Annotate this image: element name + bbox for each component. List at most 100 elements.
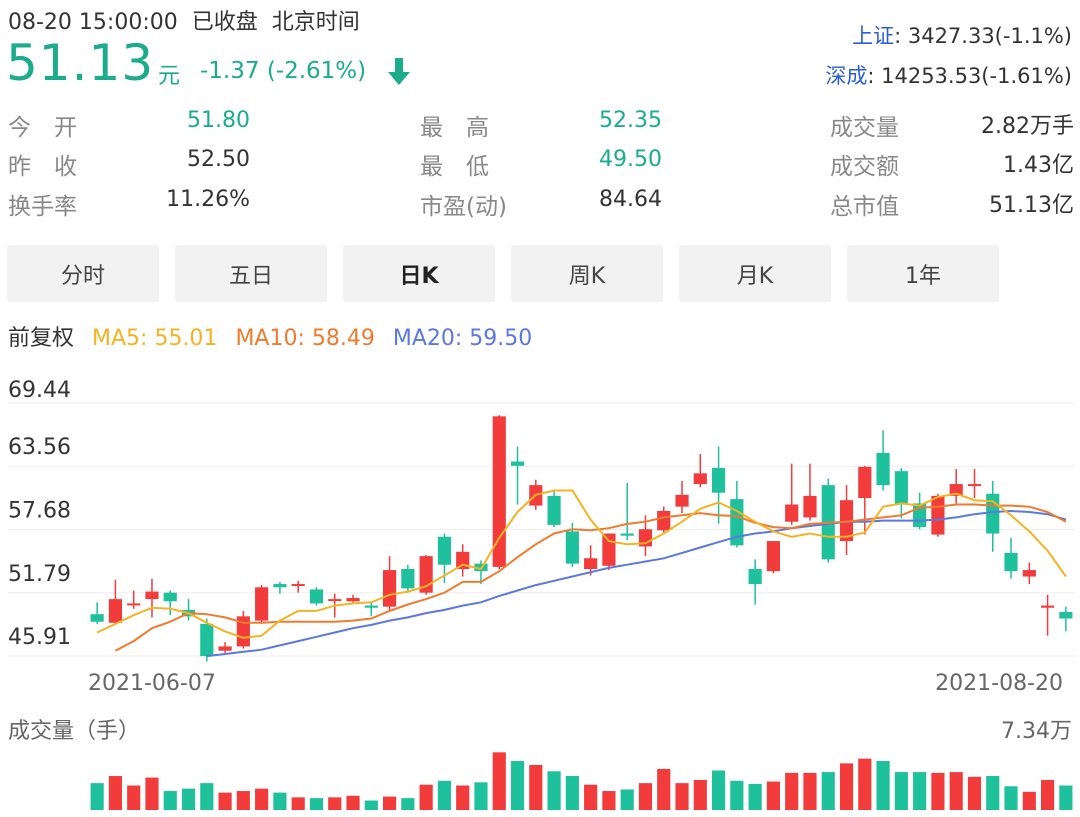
down-arrow-icon bbox=[386, 56, 412, 92]
y-tick-label: 45.91 bbox=[8, 625, 71, 650]
volume-bar bbox=[437, 780, 451, 810]
ma20-line bbox=[206, 509, 1067, 658]
volume-title: 成交量（手） bbox=[8, 719, 140, 744]
tab-monthly-k[interactable]: 月K bbox=[679, 245, 831, 302]
volume-bar bbox=[145, 777, 159, 810]
candle-body bbox=[200, 623, 214, 657]
kline-chart[interactable]: 69.44 63.56 57.68 51.79 45.91 2021-06-07 2021-… bbox=[0, 360, 1080, 817]
market-status: 已收盘 bbox=[191, 10, 258, 35]
volume-bar bbox=[730, 780, 744, 810]
volume-max-label: 7.34万 bbox=[1001, 719, 1072, 744]
volume-bar bbox=[858, 758, 872, 810]
candle-body bbox=[785, 504, 799, 522]
candle-body bbox=[712, 467, 726, 493]
candle-body bbox=[346, 598, 360, 602]
candle-body bbox=[657, 510, 671, 531]
volume-bar bbox=[931, 772, 945, 810]
candle-body bbox=[547, 495, 561, 525]
index-shenzhen[interactable]: 深成: 14253.53(-1.61%) bbox=[825, 60, 1072, 90]
volume-bar bbox=[510, 761, 525, 810]
volume-bar bbox=[328, 797, 342, 810]
volume-bar bbox=[163, 791, 177, 810]
volume-value: 2.82万手 bbox=[981, 114, 1074, 139]
change-value: -1.37 bbox=[200, 58, 260, 84]
candle-body bbox=[748, 569, 762, 585]
volume-bar bbox=[693, 779, 707, 810]
volume-bar bbox=[894, 772, 908, 810]
volume-bar bbox=[638, 783, 653, 810]
candle-body bbox=[584, 558, 598, 570]
candle-body bbox=[90, 614, 104, 622]
volume-bar bbox=[236, 791, 250, 810]
candle-body bbox=[986, 493, 1000, 534]
volume-bar bbox=[913, 772, 927, 810]
pe-label: 市盈(动) bbox=[420, 194, 507, 220]
volume-bar bbox=[547, 771, 561, 810]
volume-bar bbox=[1022, 791, 1036, 810]
y-tick-label: 57.68 bbox=[8, 498, 71, 523]
x-label-end: 2021-08-20 bbox=[935, 671, 1063, 696]
candle-body bbox=[858, 466, 872, 499]
candle-body bbox=[766, 541, 780, 572]
candle-body bbox=[620, 533, 634, 536]
volume-bar bbox=[620, 789, 634, 810]
candle-body bbox=[1004, 552, 1018, 572]
tab-five-day[interactable]: 五日 bbox=[175, 245, 327, 302]
candle-body bbox=[730, 499, 744, 546]
candle-body bbox=[309, 589, 324, 604]
change-percent: (-2.61%) bbox=[266, 58, 367, 84]
ma20-legend: MA20: 59.50 bbox=[392, 326, 533, 351]
volume-bar bbox=[108, 776, 122, 810]
volume-bar bbox=[456, 785, 470, 810]
volume-bar bbox=[273, 792, 287, 810]
volume-bar bbox=[419, 784, 433, 810]
pe-value: 84.64 bbox=[599, 187, 662, 212]
adjust-mode[interactable]: 前复权 bbox=[8, 326, 75, 351]
volume-bar bbox=[785, 772, 799, 810]
volume-bar bbox=[1041, 779, 1055, 810]
tab-daily-k[interactable]: 日K bbox=[343, 245, 495, 302]
current-price: 51.13 bbox=[6, 34, 155, 92]
volume-bar bbox=[90, 783, 104, 810]
index-value: : 3427.33(-1.1%) bbox=[894, 24, 1072, 48]
tab-one-year[interactable]: 1年 bbox=[847, 245, 999, 302]
turnover-value: 11.26% bbox=[166, 187, 250, 212]
ma5-line bbox=[96, 489, 1067, 639]
candle-body bbox=[931, 495, 945, 535]
candle-body bbox=[693, 473, 707, 485]
volume-bar bbox=[876, 761, 890, 810]
open-value: 51.80 bbox=[187, 108, 250, 133]
quote-datetime: 08-20 15:00:00 bbox=[8, 10, 178, 35]
volume-bar bbox=[675, 783, 689, 810]
ma10-line bbox=[114, 503, 1067, 652]
mcap-value: 51.13亿 bbox=[989, 193, 1074, 218]
volume-bar bbox=[584, 784, 598, 810]
candle-body bbox=[876, 452, 890, 486]
candle-body bbox=[255, 587, 269, 621]
candle-body bbox=[328, 599, 342, 602]
candle-body bbox=[273, 584, 287, 588]
volume-bar bbox=[1059, 785, 1073, 810]
y-tick-label: 69.44 bbox=[8, 378, 71, 403]
index-name[interactable]: 上证 bbox=[852, 24, 895, 48]
high-value: 52.35 bbox=[599, 108, 662, 133]
candle-body bbox=[967, 484, 982, 487]
volume-bar bbox=[1004, 786, 1018, 810]
tab-weekly-k[interactable]: 周K bbox=[511, 245, 663, 302]
quote-time-status: 08-20 15:00:00 已收盘 北京时间 bbox=[8, 4, 360, 36]
candle-body bbox=[894, 471, 908, 505]
volume-bar bbox=[839, 763, 854, 810]
high-label: 最 高 bbox=[420, 115, 489, 141]
candle-body bbox=[383, 570, 397, 607]
index-shanghai[interactable]: 上证: 3427.33(-1.1%) bbox=[852, 20, 1072, 50]
volume-bar bbox=[309, 798, 324, 810]
volume-bar bbox=[967, 776, 982, 810]
y-tick-label: 51.79 bbox=[8, 562, 71, 587]
tab-intraday[interactable]: 分时 bbox=[7, 245, 159, 302]
index-name[interactable]: 深成 bbox=[825, 64, 868, 88]
x-label-start: 2021-06-07 bbox=[88, 671, 216, 696]
volume-bar bbox=[127, 785, 141, 810]
prev-close-label: 昨 收 bbox=[8, 154, 77, 180]
candle-body bbox=[949, 484, 963, 496]
candle-body bbox=[401, 569, 415, 589]
